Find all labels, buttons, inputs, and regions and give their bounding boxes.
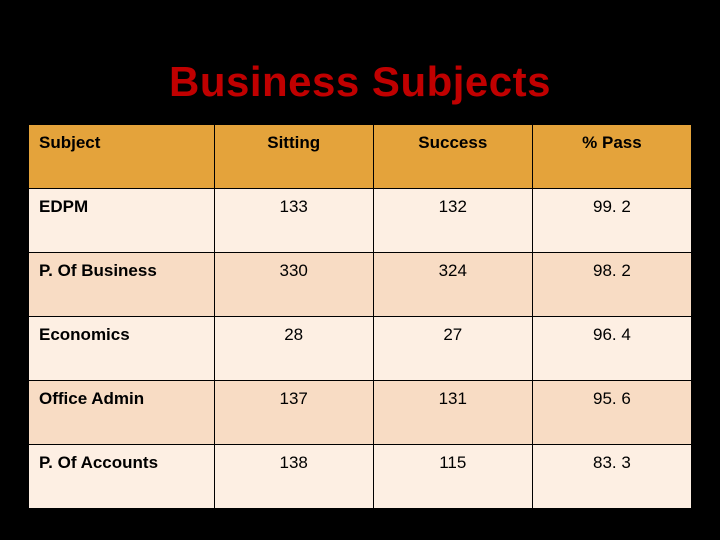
cell-sitting: 138 (214, 445, 373, 509)
cell-subject: Economics (29, 317, 215, 381)
col-sitting: Sitting (214, 125, 373, 189)
cell-subject: Office Admin (29, 381, 215, 445)
cell-pct-pass: 99. 2 (532, 189, 691, 253)
table-row: P. Of Business 330 324 98. 2 (29, 253, 692, 317)
slide: Business Subjects Subject Sitting Succes… (0, 0, 720, 540)
table-body: EDPM 133 132 99. 2 P. Of Business 330 32… (29, 189, 692, 509)
table-header: Subject Sitting Success % Pass (29, 125, 692, 189)
header-row: Subject Sitting Success % Pass (29, 125, 692, 189)
slide-title: Business Subjects (0, 0, 720, 124)
table-container: Subject Sitting Success % Pass EDPM 133 … (0, 124, 720, 509)
cell-sitting: 330 (214, 253, 373, 317)
cell-pct-pass: 83. 3 (532, 445, 691, 509)
cell-pct-pass: 98. 2 (532, 253, 691, 317)
cell-sitting: 137 (214, 381, 373, 445)
cell-pct-pass: 96. 4 (532, 317, 691, 381)
cell-success: 115 (373, 445, 532, 509)
cell-subject: P. Of Accounts (29, 445, 215, 509)
col-subject: Subject (29, 125, 215, 189)
cell-success: 27 (373, 317, 532, 381)
subjects-table: Subject Sitting Success % Pass EDPM 133 … (28, 124, 692, 509)
cell-pct-pass: 95. 6 (532, 381, 691, 445)
cell-sitting: 133 (214, 189, 373, 253)
cell-sitting: 28 (214, 317, 373, 381)
table-row: P. Of Accounts 138 115 83. 3 (29, 445, 692, 509)
cell-subject: EDPM (29, 189, 215, 253)
table-row: EDPM 133 132 99. 2 (29, 189, 692, 253)
table-row: Economics 28 27 96. 4 (29, 317, 692, 381)
table-row: Office Admin 137 131 95. 6 (29, 381, 692, 445)
cell-subject: P. Of Business (29, 253, 215, 317)
cell-success: 131 (373, 381, 532, 445)
col-success: Success (373, 125, 532, 189)
col-pct-pass: % Pass (532, 125, 691, 189)
cell-success: 324 (373, 253, 532, 317)
cell-success: 132 (373, 189, 532, 253)
